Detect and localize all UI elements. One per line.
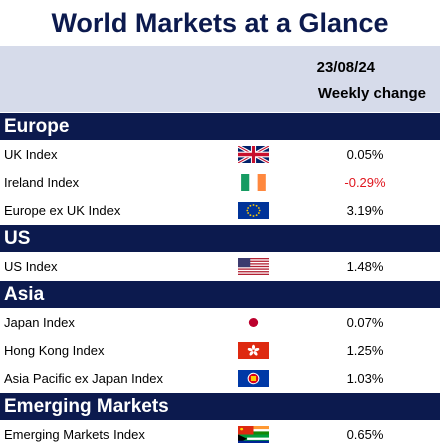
index-name: Asia Pacific ex Japan Index [4,371,163,386]
index-name: Emerging Markets Index [4,427,145,442]
header-band: 23/08/24 Weekly change [0,46,440,112]
index-name: Europe ex UK Index [4,203,121,218]
eu-flag-icon [238,202,269,219]
date-label: 23/08/24 [316,59,375,76]
weekly-change-value: -0.29% [344,175,386,190]
index-name: Ireland Index [4,175,80,190]
weekly-change-value: 1.48% [346,259,384,274]
index-name: Hong Kong Index [4,343,105,358]
us-flag-icon [238,258,269,275]
index-name: Japan Index [4,315,75,330]
table-row: Asia Pacific ex Japan Index 1.03% [0,364,440,392]
section-emerging-markets: Emerging Markets [0,392,440,420]
section-asia: Asia [0,280,440,308]
asean-flag-icon [238,370,269,387]
weekly-change-value: 1.03% [346,371,384,386]
weekly-change-value: 1.25% [346,343,384,358]
table-row: Europe ex UK Index 3.19% [0,196,440,224]
weekly-change-value: 0.07% [346,315,384,330]
index-name: US Index [4,259,58,274]
ireland-flag-icon [238,174,269,191]
page-title: World Markets at a Glance [0,0,440,46]
table-row: UK Index 0.05% [0,140,440,168]
section-europe: Europe [0,112,440,140]
japan-flag-icon [238,314,269,331]
uk-flag-icon [238,146,269,163]
section-us: US [0,224,440,252]
hong-kong-flag-icon [238,342,269,359]
weekly-change-header: Weekly change [317,85,426,102]
table-row: Hong Kong Index 1.25% [0,336,440,364]
table-row: US Index 1.48% [0,252,440,280]
table-row: Japan Index 0.07% [0,308,440,336]
emerging-markets-flag-icon [238,426,269,443]
index-name: UK Index [4,147,58,162]
table-row: Emerging Markets Index 0.65% [0,420,440,448]
weekly-change-value: 0.65% [346,427,384,442]
weekly-change-value: 3.19% [346,203,384,218]
weekly-change-value: 0.05% [346,147,384,162]
table-row: Ireland Index -0.29% [0,168,440,196]
